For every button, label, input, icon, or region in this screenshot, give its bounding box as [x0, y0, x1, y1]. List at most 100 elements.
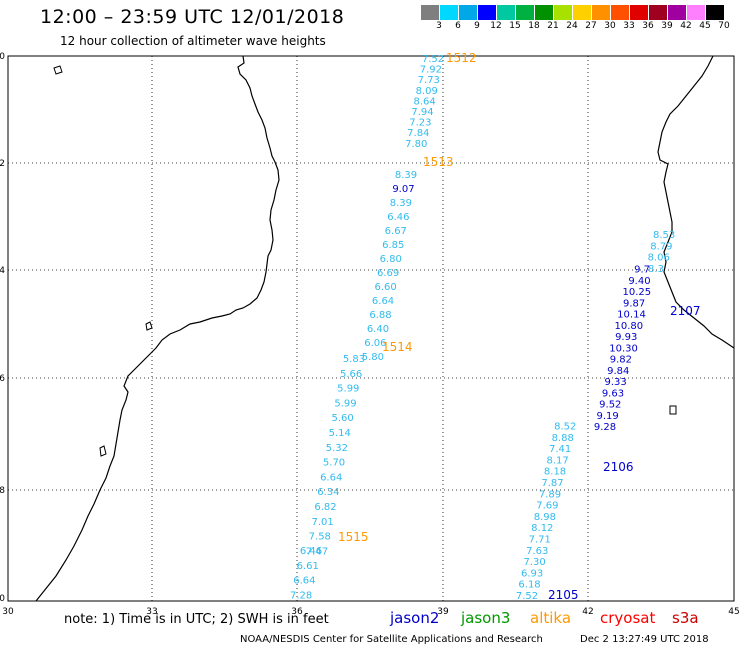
- wave-height-value: 5.14: [329, 428, 351, 439]
- wave-height-value: 9.19: [597, 411, 619, 422]
- legend-swatch: [668, 5, 687, 20]
- wave-height-value: 7.28: [290, 590, 312, 601]
- legend-label: 42: [680, 21, 692, 31]
- wave-height-value: 5.32: [326, 443, 348, 454]
- wave-height-value: 5.83: [343, 354, 365, 365]
- wave-height-value: 7.30: [524, 557, 546, 568]
- wave-height-value: 6.64: [372, 296, 394, 307]
- wave-height-value: 6.64: [320, 472, 342, 483]
- wave-height-value: 7.63: [526, 546, 548, 557]
- wave-height-value: 8.39: [390, 198, 412, 209]
- legend-swatch: [687, 5, 706, 20]
- pass-number: 1512: [446, 51, 477, 65]
- wave-height-value: 7.69: [536, 501, 558, 512]
- map-subtitle: 12 hour collection of altimeter wave hei…: [60, 34, 326, 48]
- wave-height-value: 5.60: [331, 413, 353, 424]
- wave-height-value: 7.94: [411, 107, 433, 118]
- pass-number: 2106: [603, 460, 634, 474]
- legend-label: 70: [718, 21, 730, 31]
- wave-height-value: 6.40: [367, 324, 389, 335]
- satellite-cryosat: cryosat: [600, 609, 656, 627]
- legend-swatch: [516, 5, 535, 20]
- madagascar-coastline: [657, 55, 735, 349]
- legend-swatches: [421, 5, 740, 20]
- wave-height-value: 7.84: [407, 128, 429, 139]
- wave-height-value: 9.07: [392, 184, 414, 195]
- wave-height-value: 5.66: [340, 369, 362, 380]
- legend-label: 33: [623, 21, 635, 31]
- legend-label: 24: [566, 21, 578, 31]
- latitude-tick-label: -20: [0, 52, 5, 62]
- legend-swatch: [554, 5, 573, 20]
- wave-height-value: 6.46: [387, 212, 409, 223]
- longitude-tick-label: 45: [728, 607, 739, 617]
- wave-height-value: 9.93: [615, 332, 637, 343]
- longitude-tick-label: 30: [2, 607, 14, 617]
- wave-height-value: 9.84: [607, 366, 629, 377]
- wave-height-value: 7.92: [420, 65, 442, 76]
- wave-height-value: 6.69: [377, 268, 399, 279]
- wave-height-value: 6.46: [300, 546, 322, 557]
- wave-height-value: 7.52: [422, 54, 444, 65]
- latitude-tick-label: -28: [0, 486, 5, 496]
- map-title: 12:00 – 23:59 UTC 12/01/2018: [40, 6, 345, 28]
- satellite-jason3: jason3: [461, 609, 511, 627]
- wave-height-value: 7.89: [539, 489, 561, 500]
- wave-height-value: 8.17: [546, 455, 568, 466]
- longitude-tick-label: 36: [291, 607, 303, 617]
- wave-height-value: 8.09: [416, 86, 438, 97]
- longitude-tick-label: 39: [437, 607, 449, 617]
- longitude-tick-label: 42: [582, 607, 593, 617]
- wave-height-value: 9.7: [634, 265, 650, 276]
- wave-height-value: 7.58: [309, 532, 331, 543]
- wave-height-value: 9.40: [628, 276, 650, 287]
- legend-swatch: [706, 5, 725, 20]
- wave-height-value: 9.63: [602, 388, 624, 399]
- island-outline: [53, 65, 63, 75]
- legend-label: 6: [455, 21, 461, 31]
- pass-labels: 1512 1513 1514 1515 2105 2106 2107: [338, 51, 701, 602]
- pass-number: 1514: [382, 340, 413, 354]
- wave-height-value: 10.14: [617, 310, 646, 321]
- wave-height-value: 6.82: [314, 502, 336, 513]
- legend-label: 15: [509, 21, 521, 31]
- legend-swatch: [497, 5, 516, 20]
- wave-height-value: 7.01: [312, 517, 334, 528]
- latitude-tick-label: -24: [0, 266, 5, 276]
- footer-note: note: 1) Time is in UTC; 2) SWH is in fe…: [64, 612, 329, 627]
- wave-height-value: 6.61: [297, 561, 319, 572]
- wave-height-value: 5.70: [323, 458, 345, 469]
- island-outline: [99, 445, 107, 457]
- wave-height-value: 9.28: [594, 422, 616, 433]
- wave-height-value: 7.80: [405, 139, 427, 150]
- wave-height-value: 6.80: [380, 254, 402, 265]
- africa-coastline: [35, 55, 280, 602]
- legend-label: 30: [604, 21, 616, 31]
- legend-label: 18: [528, 21, 540, 31]
- wave-height-value: 8.39: [395, 170, 417, 181]
- wave-height-value: 7.41: [549, 444, 571, 455]
- legend-swatch: [440, 5, 459, 20]
- legend-swatch: [592, 5, 611, 20]
- wave-height-value: 8.52: [554, 422, 576, 433]
- legend-label: 21: [547, 21, 559, 31]
- legend-swatch: [459, 5, 478, 20]
- latitude-tick-label: -22: [0, 159, 5, 169]
- wave-height-value: 6.34: [317, 487, 339, 498]
- legend-label: 27: [585, 21, 597, 31]
- legend-swatch: [630, 5, 649, 20]
- legend-label: 12: [490, 21, 502, 31]
- wave-height-value: 9.52: [599, 400, 621, 411]
- legend-label: 36: [642, 21, 654, 31]
- latitude-tick-label: -30: [0, 594, 5, 604]
- satellite-s3a: s3a: [672, 609, 699, 627]
- map-frame: [7, 55, 735, 602]
- wave-height-value: 10.30: [609, 343, 638, 354]
- legend-label: 39: [661, 21, 673, 31]
- wave-height-value: 9.33: [604, 377, 626, 388]
- wave-height-value: 6.06: [364, 338, 386, 349]
- wave-height-value: 6.18: [518, 580, 540, 591]
- wave-height-value: 5.99: [334, 398, 356, 409]
- wave-height-value: 8.06: [648, 253, 670, 264]
